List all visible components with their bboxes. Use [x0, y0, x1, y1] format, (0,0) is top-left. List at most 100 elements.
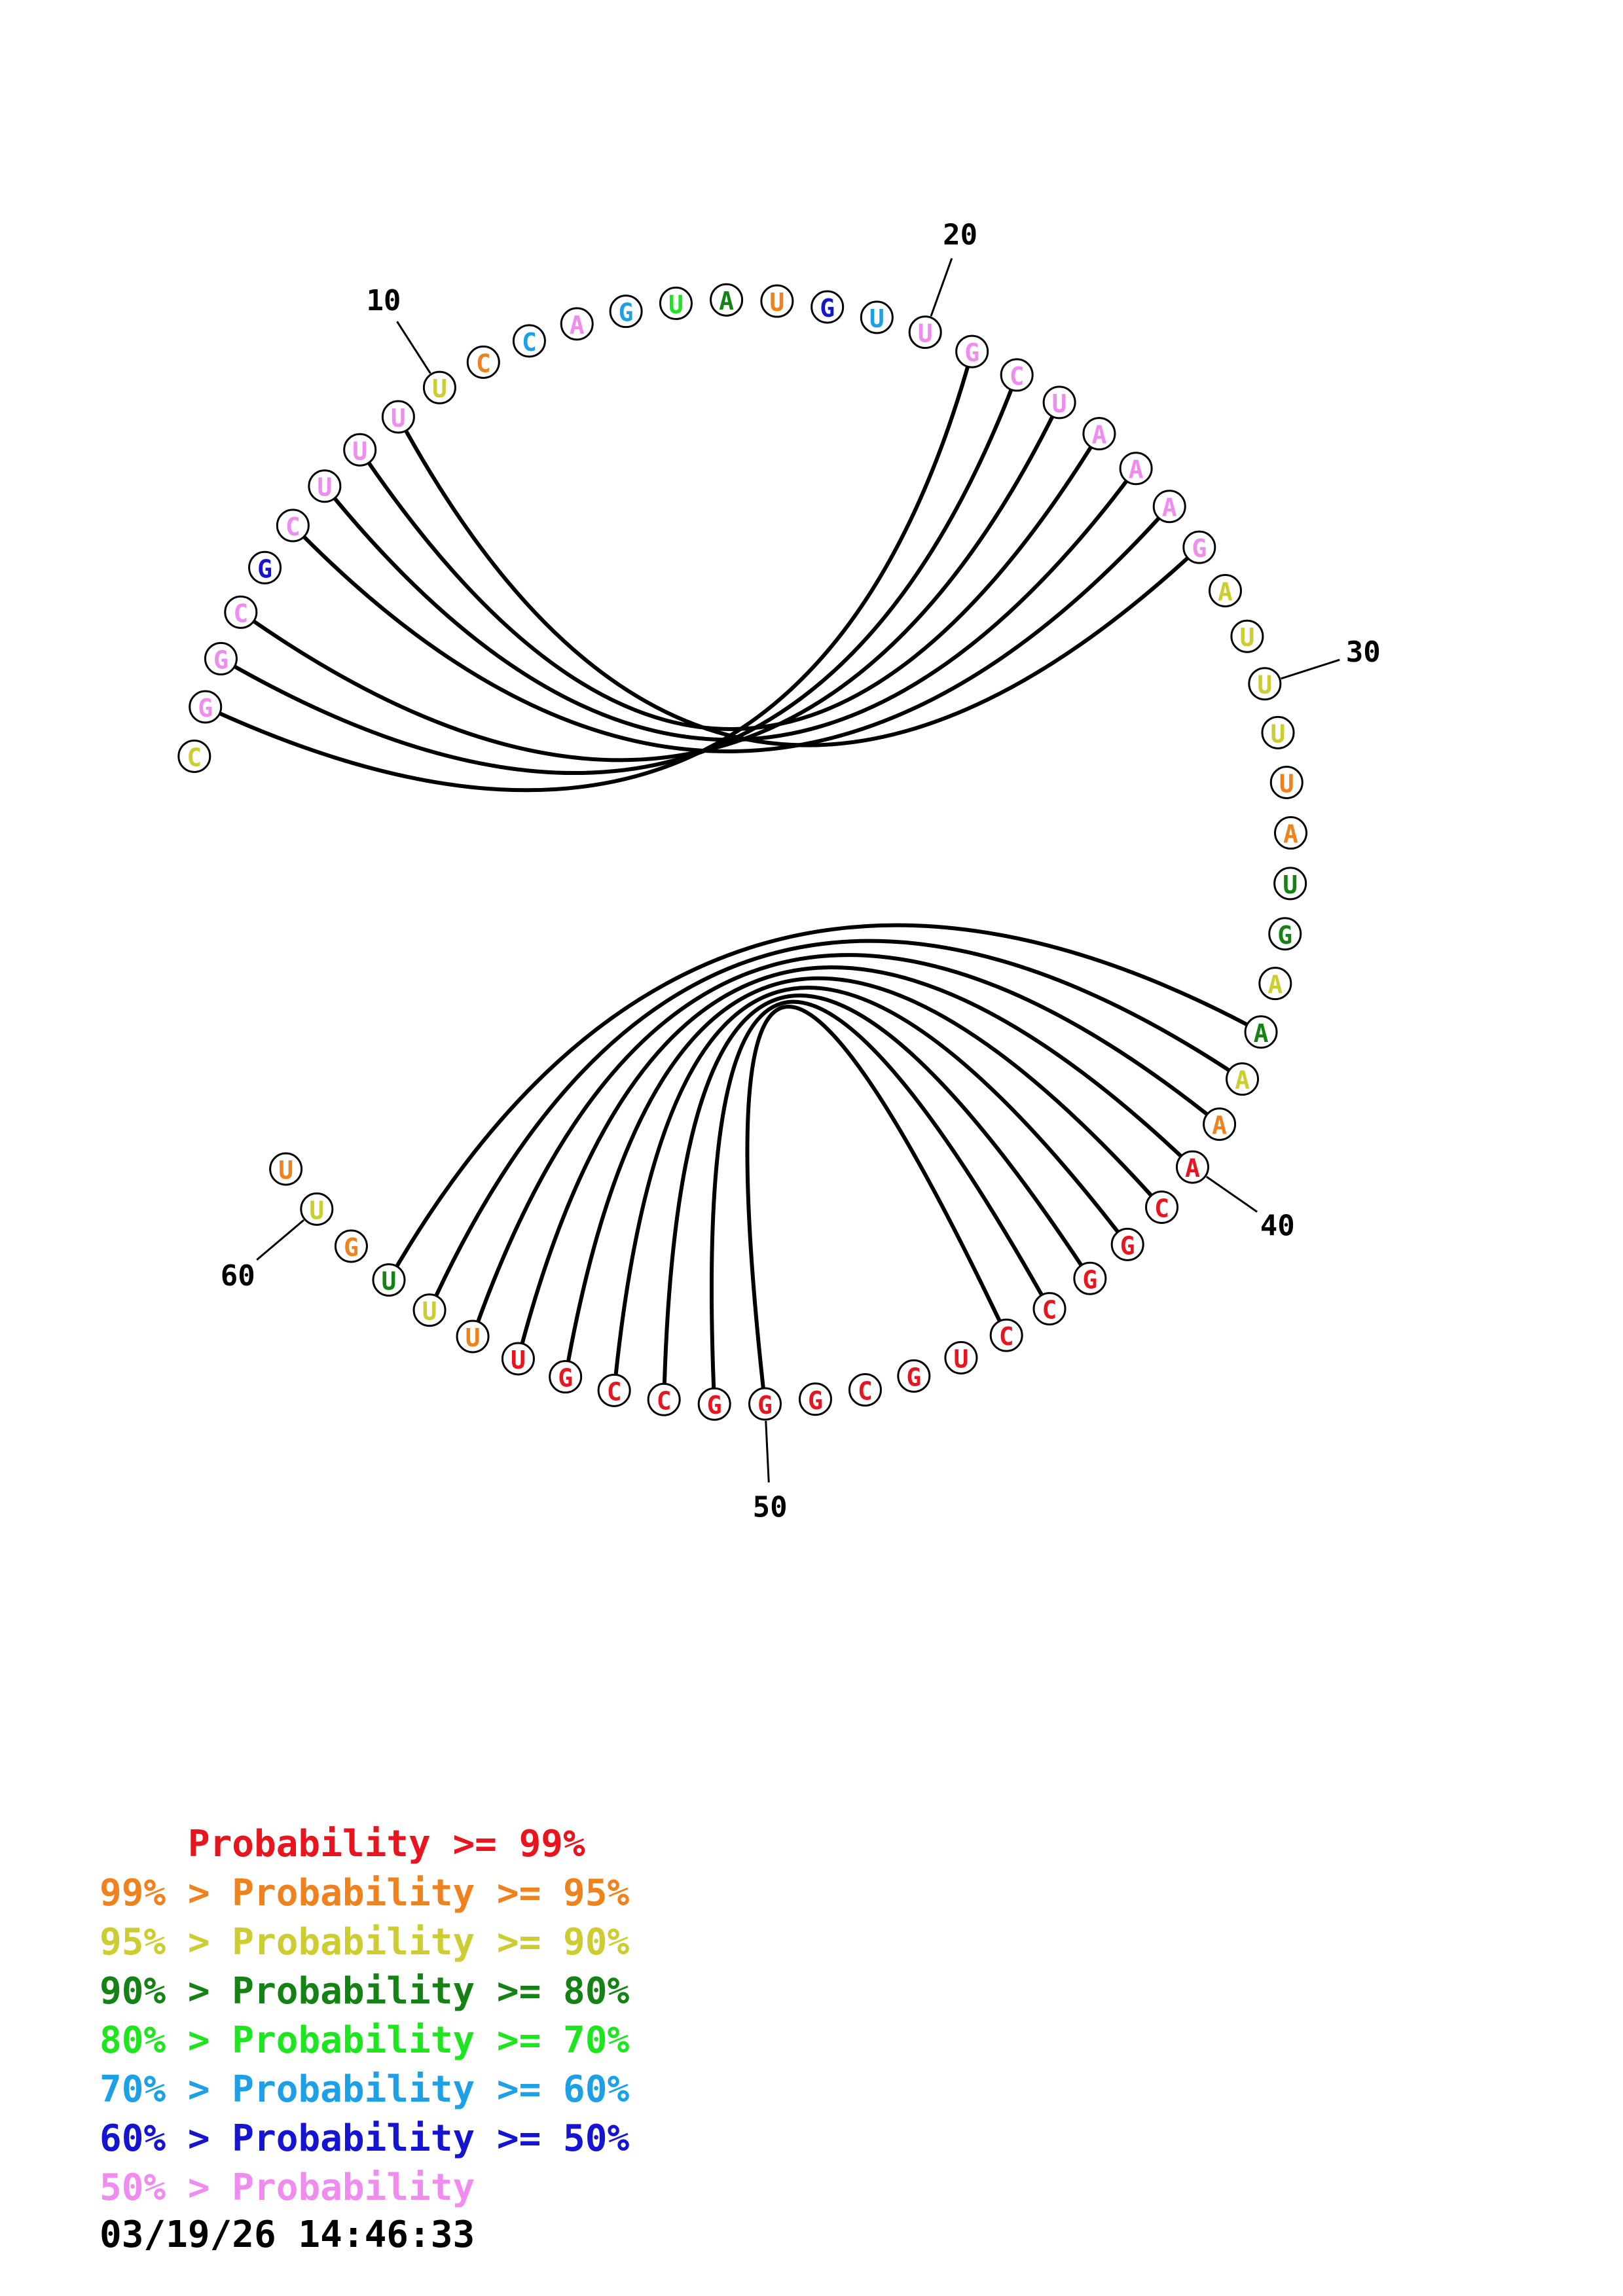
nucleotide-circle — [748, 1387, 782, 1421]
nucleotide-circle — [300, 1192, 334, 1226]
nucleotide: A — [710, 283, 744, 317]
nucleotide-letter: U — [317, 473, 332, 502]
nucleotide-circle — [381, 400, 415, 434]
nucleotide-letter: G — [906, 1363, 921, 1391]
nucleotide-circle — [343, 433, 377, 467]
nucleotide: C — [276, 509, 310, 543]
nucleotide-circle — [955, 334, 989, 368]
nucleotide: U — [860, 300, 894, 334]
nucleotide-letter: U — [1283, 870, 1298, 899]
nucleotide-circle — [760, 284, 794, 318]
nucleotide: G — [1268, 917, 1302, 951]
nucleotide: U — [908, 315, 942, 350]
nucleotide: C — [466, 345, 500, 379]
base-pair-arc — [291, 505, 1171, 753]
nucleotide: U — [1230, 619, 1264, 653]
position-tick — [930, 258, 953, 317]
nucleotide: U — [760, 284, 794, 318]
nucleotide: G — [189, 690, 223, 724]
nucleotide: A — [1208, 574, 1242, 608]
position-tick — [256, 1219, 304, 1261]
nucleotide-letter: U — [465, 1323, 481, 1352]
nucleotide-circle — [276, 509, 310, 543]
nucleotide-circle — [269, 1152, 303, 1186]
base-pair-arc — [516, 965, 1194, 1359]
legend-threshold — [100, 1823, 188, 1865]
legend-label: Probability >= 60% — [232, 2068, 630, 2111]
nucleotide-letter: U — [668, 290, 684, 319]
nucleotide-circle — [1258, 967, 1292, 1001]
nucleotide: U — [1273, 867, 1307, 901]
nucleotide-letter: A — [570, 311, 585, 340]
legend-threshold: 90% > — [100, 1970, 232, 2013]
position-label: 10 — [366, 284, 401, 317]
nucleotide: A — [1273, 816, 1307, 850]
nucleotide-letter: A — [1185, 1154, 1200, 1183]
nucleotide-letter: G — [1192, 534, 1207, 563]
nucleotide-letter: A — [719, 287, 734, 315]
nucleotide-circle — [811, 290, 845, 324]
nucleotide-circle — [1208, 574, 1242, 608]
base-pair-arc — [662, 994, 1092, 1400]
nucleotide: U — [1269, 765, 1304, 799]
nucleotide-letter: G — [964, 338, 979, 367]
nucleotide: U — [300, 1192, 334, 1226]
nucleotide-circle — [659, 286, 693, 320]
nucleotide-letter: U — [1239, 623, 1254, 652]
nucleotide-circle — [597, 1373, 631, 1407]
position-tick — [1281, 658, 1340, 680]
position-tick — [396, 321, 431, 374]
nucleotide: C — [597, 1373, 631, 1407]
base-pair-arc — [204, 351, 974, 793]
nucleotide: A — [1082, 417, 1116, 451]
legend-row: 70% > Probability >= 60% — [100, 2065, 629, 2114]
nucleotide-letter: U — [953, 1345, 968, 1374]
nucleotide: U — [422, 370, 456, 404]
nucleotide-circle — [1273, 867, 1307, 901]
nucleotide-letter: G — [1277, 921, 1292, 950]
nucleotide-circle — [248, 550, 282, 584]
nucleotide-circle — [1073, 1261, 1107, 1295]
legend-row: 99% > Probability >= 95% — [100, 1869, 629, 1918]
nucleotide-letter: G — [808, 1386, 823, 1415]
legend-label: Probability >= 99% — [187, 1823, 585, 1865]
nucleotide-circle — [466, 345, 500, 379]
nucleotide: U — [343, 433, 377, 467]
nucleotide-letter: A — [1235, 1066, 1250, 1095]
nucleotide-circle — [1226, 1062, 1260, 1096]
legend-threshold: 99% > — [100, 1872, 232, 1914]
nucleotide: G — [609, 295, 643, 329]
nucleotide: G — [204, 641, 238, 675]
nucleotide-circle — [1082, 417, 1116, 451]
nucleotide: A — [1258, 967, 1292, 1001]
nucleotide-circle — [1152, 490, 1186, 524]
base-pair-arc — [471, 953, 1221, 1337]
nucleotide-circle — [1244, 1015, 1278, 1049]
position-tick — [765, 1420, 770, 1482]
legend-label: Probability >= 70% — [232, 2019, 630, 2062]
nucleotide: A — [560, 307, 594, 341]
base-pair-arc — [240, 401, 1061, 762]
nucleotide-letter: C — [1010, 362, 1025, 391]
nucleotide-circle — [647, 1382, 681, 1416]
nucleotide: U — [944, 1341, 978, 1375]
nucleotide-letter: U — [432, 374, 447, 403]
nucleotide-circle — [1273, 816, 1307, 850]
nucleotide: C — [177, 739, 211, 773]
nucleotide-letter: G — [707, 1391, 722, 1420]
nucleotide-letter: C — [522, 328, 537, 357]
nucleotide-letter: U — [422, 1297, 437, 1326]
nucleotide-circle — [456, 1319, 490, 1354]
position-label: 30 — [1346, 636, 1381, 669]
nucleotide-circle — [224, 595, 258, 629]
legend-row: 80% > Probability >= 70% — [100, 2016, 629, 2065]
nucleotide-circle — [1182, 530, 1216, 564]
nucleotide: A — [1244, 1015, 1278, 1049]
nucleotide-letter: U — [278, 1156, 293, 1185]
nucleotide-circle — [1268, 917, 1302, 951]
position-ticks: 10 20 30 40 50 60 — [221, 218, 1381, 1524]
legend-label: Probability — [232, 2166, 475, 2209]
nucleotide-circle — [189, 690, 223, 724]
nucleotide-letter: G — [1120, 1231, 1135, 1260]
